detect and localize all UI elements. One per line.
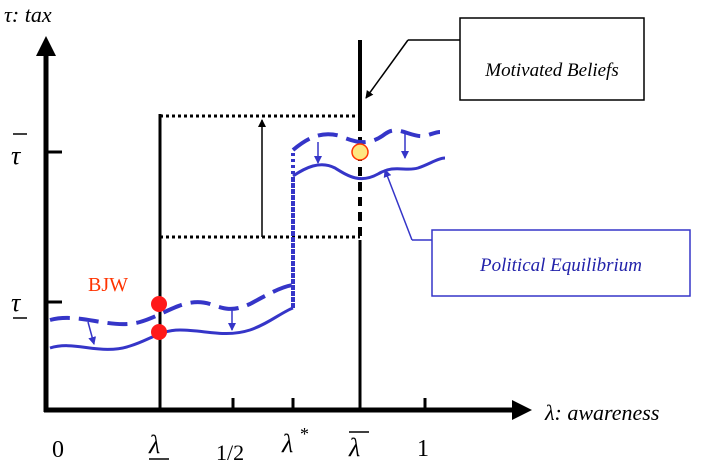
mb-callout-box: [459, 17, 645, 101]
solid-curve-high: [292, 156, 446, 181]
dashed-curve-low: [49, 283, 294, 327]
bjw-dot-lower: [151, 324, 167, 340]
y-axis-arrowhead: [36, 36, 56, 56]
dashed-curve-high: [291, 128, 441, 152]
x-axis-title: λ: awareness: [544, 400, 659, 425]
x-tick-label-one: 1: [417, 436, 429, 462]
bjw-label: BJW: [88, 274, 128, 296]
svg-text:τ: τ: [11, 141, 22, 170]
y-tick-label-tau-under: τ: [11, 288, 27, 319]
political-equilibrium-label: Political Equilibrium: [479, 255, 642, 276]
x-axis-arrowhead: [512, 400, 532, 420]
y-tick-label-tau-bar: τ: [11, 133, 27, 170]
pe-callout-box: [431, 229, 691, 297]
bjw-dot-upper: [151, 296, 167, 312]
solid-curve-low: [49, 306, 294, 351]
svg-text:λ: λ: [348, 433, 360, 462]
shift-arrow-1: [87, 321, 97, 345]
x-tick-label-lambda-bar: λ: [348, 431, 369, 462]
x-tick-label-lambda-star: λ *: [281, 424, 309, 458]
svg-text:λ: λ: [281, 429, 293, 458]
pe-callout-pointer: [383, 169, 413, 241]
svg-text:λ: λ: [148, 430, 160, 459]
equilibrium-dot: [351, 143, 369, 161]
x-tick-label-half: 1/2: [216, 440, 244, 465]
x-tick-label-zero: 0: [52, 437, 64, 463]
mb-callout-pointer: [365, 39, 409, 99]
svg-text:τ: τ: [11, 288, 22, 317]
y-axis-title: τ: tax: [4, 2, 52, 27]
motivated-beliefs-label: Motivated Beliefs: [484, 60, 618, 81]
svg-text:*: *: [300, 424, 309, 444]
x-tick-label-lambda-under: λ: [148, 430, 169, 460]
